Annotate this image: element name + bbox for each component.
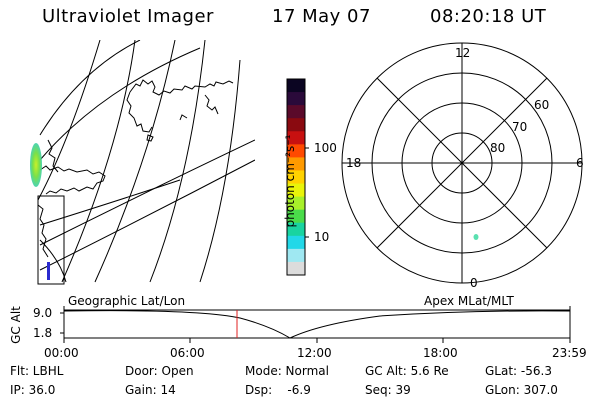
mlt-label-0: 0 (470, 276, 478, 290)
lat-label-80: 80 (490, 141, 506, 155)
colorbar-band (287, 131, 305, 145)
mlt-label-6: 6 (576, 156, 584, 170)
colorbar-band (287, 144, 305, 158)
strip-right-title: Apex MLat/MLT (424, 294, 514, 308)
colorbar-band (287, 248, 305, 263)
gc-alt-status: GC Alt: 5.6 Re (365, 364, 449, 378)
colorbar-band (287, 183, 305, 198)
gain-status: Gain: 14 (125, 383, 176, 397)
mlt-label-12: 12 (455, 46, 471, 60)
colorbar-band (287, 118, 305, 132)
colorbar-band (287, 209, 305, 224)
lat-label-60: 60 (534, 98, 550, 112)
glon-status: GLon: 307.0 (485, 383, 558, 397)
colorbar-frame (286, 78, 306, 276)
colorbar-band (287, 79, 305, 93)
altitude-strip-chart (60, 306, 571, 343)
strip-x-tick-1: 06:00 (170, 346, 205, 360)
strip-x-tick-0: 00:00 (44, 346, 79, 360)
colorbar-band (287, 170, 305, 185)
dsp-status: Dsp: -6.9 (245, 383, 311, 397)
time-label: 08:20:18 UT (430, 6, 547, 27)
strip-y-tick-1: 1.8 (33, 326, 53, 340)
satellite-track-marker (47, 262, 50, 280)
ip-status: IP: 36.0 (10, 383, 56, 397)
colorbar-band (287, 261, 305, 276)
colorbar-band (287, 235, 305, 250)
mlt-label-18: 18 (346, 156, 362, 170)
colorbar (286, 78, 309, 276)
strip-axis-label: GC Alt (9, 306, 23, 344)
seq-status: Seq: 39 (365, 383, 411, 397)
strip-x-tick-4: 23:59 (552, 346, 587, 360)
polar-emission-dot (473, 234, 479, 240)
colorbar-band (287, 196, 305, 211)
colorbar-band (287, 157, 305, 171)
lat-label-70: 70 (512, 120, 528, 134)
colorbar-band (287, 105, 305, 119)
instrument-title: Ultraviolet Imager (42, 6, 214, 27)
glat-status: GLat: -56.3 (485, 364, 552, 378)
strip-x-tick-2: 12:00 (297, 346, 332, 360)
mode-status: Mode: Normal (245, 364, 329, 378)
colorbar-band (287, 222, 305, 237)
strip-left-title: Geographic Lat/Lon (68, 294, 186, 308)
colorbar-band (287, 92, 305, 106)
aurora-emission (30, 143, 42, 187)
date-label: 17 May 07 (272, 6, 371, 27)
polar-plot (341, 42, 583, 284)
filter-status: Flt: LBHL (10, 364, 64, 378)
door-status: Door: Open (125, 364, 194, 378)
altitude-curve (63, 310, 571, 339)
colorbar-unit-label: photon cm⁻²s⁻¹ (283, 134, 297, 228)
colorbar-tick-10: 10 (314, 230, 330, 244)
colorbar-tick-100: 100 (314, 141, 337, 155)
strip-y-tick-9: 9.0 (33, 306, 53, 320)
strip-x-tick-3: 18:00 (423, 346, 458, 360)
